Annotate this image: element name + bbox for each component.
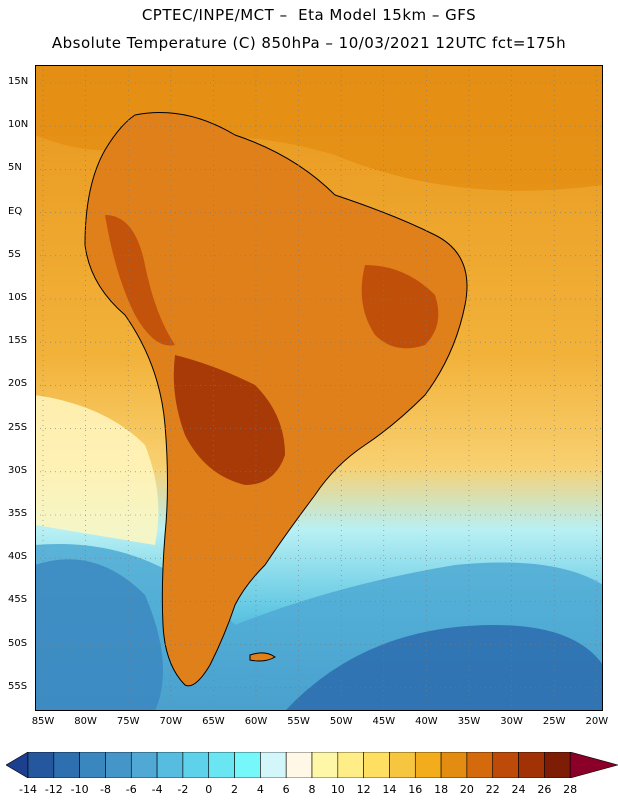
colorbar-label: -2 <box>177 783 189 796</box>
colorbar-label: 4 <box>256 783 264 796</box>
lat-label: 50S <box>8 637 28 649</box>
colorbar-label: -6 <box>125 783 137 796</box>
colorbar-label: 28 <box>563 783 578 796</box>
colorbar-label: -10 <box>70 783 89 796</box>
cold-region-deep <box>285 625 603 711</box>
colorbar-label: -14 <box>19 783 37 796</box>
colorbar-segment <box>389 752 416 778</box>
colorbar-label: 12 <box>356 783 371 796</box>
lat-label: 55S <box>8 680 28 692</box>
lat-label: 5S <box>8 248 21 260</box>
lon-label: 45W <box>372 716 396 727</box>
falkland-islands <box>249 652 276 662</box>
temperature-map <box>35 65 603 711</box>
colorbar-segment <box>156 752 184 778</box>
lon-label: 50W <box>329 716 353 727</box>
lat-label: 35S <box>8 508 28 519</box>
colorbar-label: 2 <box>231 783 239 796</box>
map-title-line2: Absolute Temperature (C) 850hPa – 10/03/… <box>51 34 567 52</box>
colorbar-label: 22 <box>485 783 500 796</box>
lat-label: 25S <box>8 421 28 433</box>
lon-label: 25W <box>542 716 566 727</box>
colorbar-label: 18 <box>434 783 449 796</box>
colorbar-label: 24 <box>511 783 526 796</box>
lon-label: 65W <box>202 716 225 727</box>
colorbar-segment <box>260 752 287 778</box>
colorbar-label: -4 <box>151 783 163 796</box>
lon-label: 80W <box>74 716 97 727</box>
lat-label: 40S <box>8 551 28 563</box>
colorbar-segment <box>466 752 494 778</box>
colorbar-label: 20 <box>459 783 474 796</box>
lon-label: 60W <box>244 716 268 727</box>
colorbar-label: 10 <box>330 783 345 796</box>
lon-label: 35W <box>457 716 481 727</box>
colorbar-label: -12 <box>44 783 63 796</box>
colorbar-label: 26 <box>537 783 552 796</box>
colorbar-label: 6 <box>282 783 290 796</box>
colorbar-segment <box>130 752 158 778</box>
colorbar-segment <box>311 752 339 778</box>
colorbar-label: -8 <box>99 783 111 796</box>
lon-label: 55W <box>287 716 310 727</box>
lon-label: 75W <box>116 716 140 727</box>
map-title-line1: CPTEC/INPE/MCT – Eta Model 15km – GFS <box>141 6 477 24</box>
lat-label: 10N <box>8 119 29 131</box>
colorbar-segment <box>79 752 106 778</box>
colorbar-label: 8 <box>308 783 316 796</box>
cold-region-pacific <box>35 559 163 711</box>
colorbar-segment <box>208 752 235 778</box>
colorbar-segment <box>105 752 132 778</box>
lat-label: 20S <box>8 378 28 390</box>
colorbar-segment <box>285 752 313 778</box>
colorbar-max-arrow <box>569 752 618 778</box>
colorbar-segment <box>337 752 364 778</box>
lat-label: 15N <box>8 76 29 87</box>
lon-label: 70W <box>159 716 183 727</box>
lat-label: 10S <box>8 292 28 303</box>
colorbar-segment <box>363 752 390 778</box>
colorbar-segment <box>492 752 519 778</box>
pale-region-pacific <box>35 395 159 545</box>
colorbar-label: 16 <box>408 783 423 796</box>
hot-core-central <box>173 355 285 485</box>
lon-label: 85W <box>31 716 55 727</box>
lat-label: EQ <box>8 205 23 217</box>
colorbar-segment <box>440 752 468 778</box>
colorbar-min-arrow <box>6 752 29 778</box>
lat-label: 45S <box>8 594 28 606</box>
lon-label: 20W <box>585 716 609 727</box>
colorbar-segment <box>518 752 545 778</box>
colorbar-segment <box>182 752 210 778</box>
colorbar-label: 14 <box>382 783 397 796</box>
warm-region-north <box>35 65 603 191</box>
lon-label: 30W <box>500 716 523 727</box>
lat-label: 5N <box>8 162 22 174</box>
hot-core-northeast <box>361 265 439 349</box>
colorbar-segment <box>414 752 442 778</box>
lon-label: 40W <box>415 716 438 727</box>
temperature-colorbar <box>6 752 618 778</box>
hot-core-andes <box>105 215 175 346</box>
colorbar-segment <box>234 752 261 778</box>
lat-label: 15S <box>8 335 28 347</box>
lat-label: 30S <box>8 464 28 476</box>
colorbar-segment <box>544 752 571 778</box>
colorbar-segment <box>27 752 55 778</box>
colorbar-label: 0 <box>205 783 213 796</box>
colorbar-segment <box>53 752 80 778</box>
